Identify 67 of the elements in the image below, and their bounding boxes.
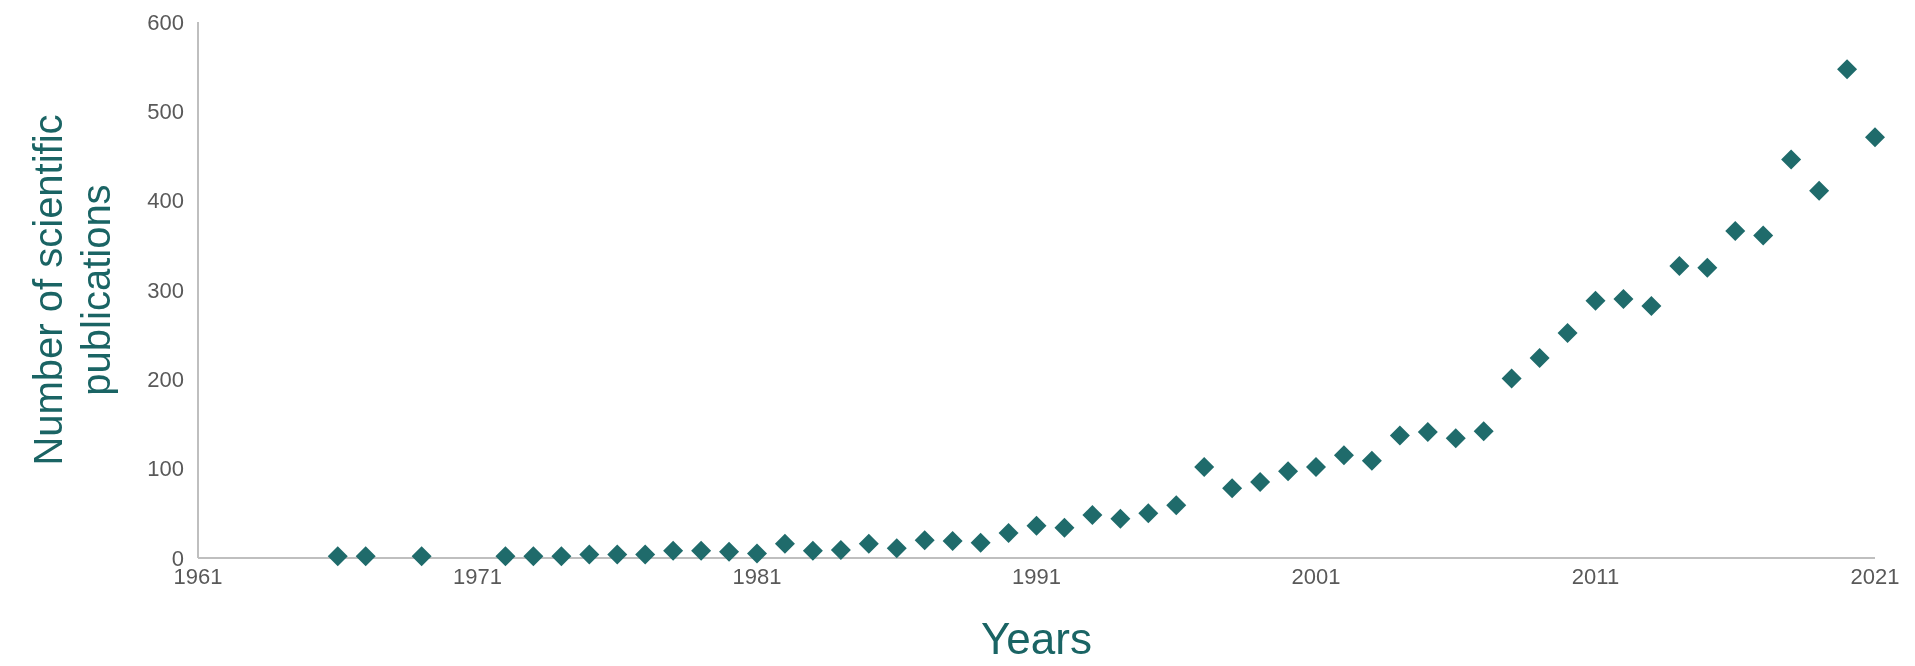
point [747, 543, 767, 564]
point [1445, 428, 1466, 449]
point [1529, 347, 1550, 368]
point [355, 546, 376, 567]
x-tick-label: 2001 [1291, 564, 1341, 589]
point [411, 546, 432, 567]
point [691, 540, 712, 561]
point [802, 540, 823, 561]
point [1110, 508, 1131, 529]
point [1026, 515, 1047, 536]
point [551, 546, 572, 567]
point [1641, 296, 1662, 317]
y-tick-label: 600 [147, 9, 184, 35]
x-tick-label: 2011 [1571, 564, 1620, 589]
y-tick-label: 100 [147, 456, 184, 482]
point [1557, 322, 1578, 343]
point [970, 532, 991, 553]
point [774, 533, 795, 554]
point [1417, 422, 1438, 443]
point [858, 533, 879, 554]
point [1753, 225, 1774, 246]
point [1781, 149, 1802, 170]
point [1138, 503, 1159, 524]
x-tick-label: 1981 [732, 564, 782, 589]
point [1809, 180, 1830, 201]
point [1222, 478, 1243, 499]
point [1725, 221, 1746, 242]
point [942, 531, 963, 552]
point [830, 539, 851, 560]
point [1361, 450, 1382, 471]
point [1278, 461, 1299, 482]
y-tick-label: 400 [147, 188, 184, 214]
point [1250, 472, 1271, 493]
point [607, 544, 628, 565]
point [1333, 445, 1354, 466]
point [719, 541, 740, 562]
point [1501, 368, 1522, 389]
point [1473, 421, 1494, 442]
point [1613, 288, 1634, 309]
point [914, 530, 935, 551]
point [1389, 425, 1410, 446]
point [1669, 255, 1690, 276]
point [1585, 290, 1606, 311]
y-tick-label: 300 [147, 277, 184, 303]
point [1865, 127, 1885, 148]
y-tick-label: 500 [147, 99, 184, 125]
point [579, 544, 600, 565]
point [998, 522, 1019, 543]
point [886, 538, 907, 559]
y-tick-label: 200 [147, 367, 184, 393]
x-axis-title: Years [981, 614, 1092, 663]
point [1166, 495, 1187, 516]
point [1194, 456, 1215, 477]
point [1697, 257, 1718, 278]
x-tick-label: 2021 [1850, 564, 1900, 589]
point [1054, 517, 1075, 538]
y-axis-title: Number of scientific publications [26, 114, 118, 466]
point [1082, 505, 1103, 526]
point [1306, 456, 1326, 477]
x-tick-label: 1971 [453, 564, 502, 589]
point [635, 544, 656, 565]
point [1837, 59, 1858, 80]
x-tick-label: 1991 [1012, 564, 1061, 589]
point [495, 546, 516, 567]
point [663, 540, 684, 561]
point [327, 546, 348, 567]
point [523, 546, 544, 567]
